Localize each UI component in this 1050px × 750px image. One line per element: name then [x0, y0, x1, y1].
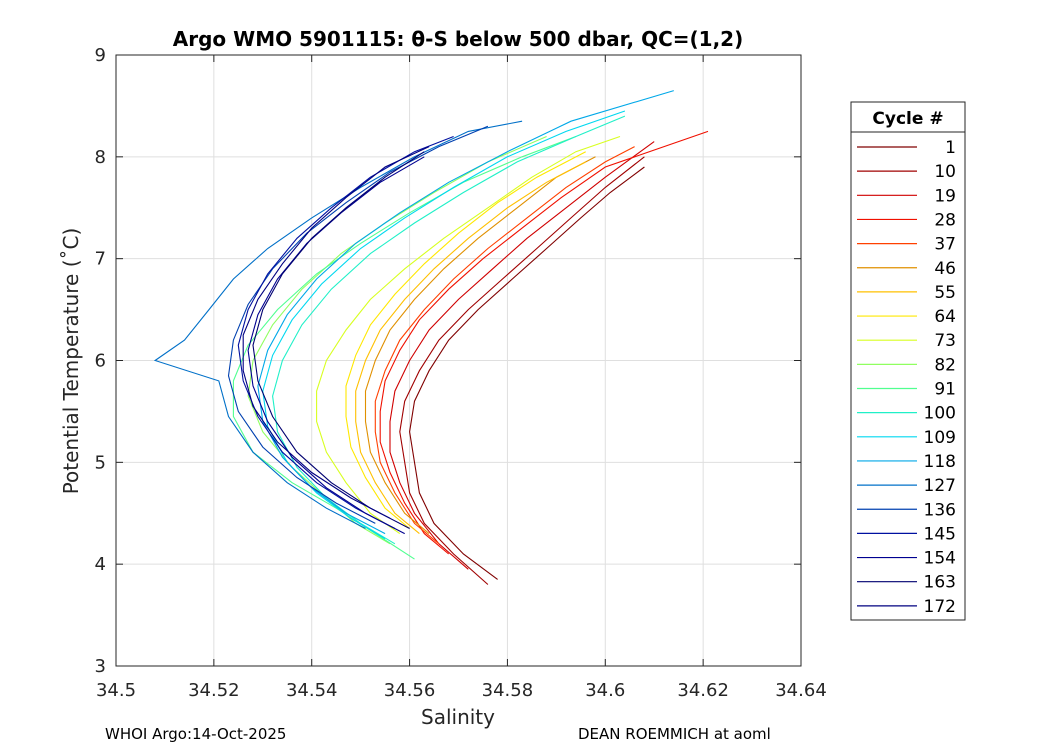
series-line-cycle-10 [399, 156, 645, 585]
x-tick-label: 34.54 [286, 680, 338, 701]
y-tick-label: 6 [95, 351, 106, 372]
x-tick-label: 34.64 [775, 680, 827, 701]
legend-label: 10 [934, 162, 956, 182]
series-lines [153, 90, 709, 585]
legend-label: 163 [924, 573, 956, 593]
legend-label: 46 [934, 259, 956, 279]
legend-label: 100 [924, 404, 956, 424]
chart-title: Argo WMO 5901115: θ-S below 500 dbar, QC… [173, 27, 743, 51]
series-line-cycle-1 [409, 166, 645, 580]
legend-label: 55 [934, 283, 956, 303]
series-line-cycle-172 [242, 146, 430, 519]
x-tick-label: 34.56 [384, 680, 436, 701]
series-line-cycle-136 [227, 125, 489, 524]
series-line-cycle-19 [389, 141, 655, 570]
x-tick-label: 34.58 [482, 680, 534, 701]
x-axis-label: Salinity [421, 705, 495, 729]
legend-label: 73 [934, 331, 956, 351]
footer-right: DEAN ROEMMICH at aoml [578, 725, 771, 743]
legend-label: 1 [945, 138, 956, 158]
footer-left: WHOI Argo:14-Oct-2025 [105, 725, 287, 743]
y-tick-label: 7 [95, 249, 106, 270]
legend-label: 136 [924, 500, 956, 520]
legend-label: 145 [924, 524, 956, 544]
y-tick-label: 4 [95, 554, 106, 575]
y-tick-label: 9 [95, 45, 106, 66]
legend-label: 82 [934, 355, 956, 375]
x-tick-label: 34.5 [96, 680, 136, 701]
series-line-cycle-127 [153, 120, 523, 529]
y-axis-label: Potential Temperature (˚C) [59, 228, 83, 495]
legend-title: Cycle # [872, 109, 943, 129]
series-line-cycle-28 [379, 130, 709, 555]
legend-label: 91 [934, 380, 956, 400]
series-line-cycle-64 [345, 151, 586, 529]
x-tick-label: 34.62 [677, 680, 729, 701]
legend-label: 28 [934, 210, 956, 230]
legend-label: 118 [924, 452, 956, 472]
legend-label: 172 [924, 597, 956, 617]
series-line-cycle-109 [262, 110, 626, 540]
legend: Cycle # 1 10 19 28 37 46 55 64 73 82 91 100 109 118 12… [850, 101, 966, 621]
series-line-cycle-46 [364, 156, 596, 535]
legend-label: 37 [934, 235, 956, 255]
series-line-cycle-163 [252, 151, 425, 529]
series-line-cycle-37 [374, 146, 635, 545]
legend-label: 127 [924, 476, 956, 496]
x-tick-label: 34.6 [585, 680, 625, 701]
y-tick-label: 3 [95, 656, 106, 677]
x-tick-label: 34.52 [188, 680, 240, 701]
axes-ticks: 34.5 34.52 34.54 34.56 34.58 34.6 34.62 34.64 3 4… [95, 45, 827, 701]
series-line-cycle-91 [232, 135, 577, 560]
y-tick-label: 5 [95, 452, 106, 473]
series-line-cycle-55 [355, 161, 586, 535]
series-line-cycle-118 [257, 90, 674, 535]
legend-label: 64 [934, 307, 956, 327]
legend-label: 154 [924, 549, 956, 569]
y-tick-label: 8 [95, 147, 106, 168]
series-line-cycle-145 [237, 135, 454, 529]
legend-label: 109 [924, 428, 956, 448]
legend-label: 19 [934, 186, 956, 206]
grid [116, 55, 801, 666]
legend-entries: 1 10 19 28 37 46 55 64 73 82 91 100 109 118 127 136 145 1… [857, 138, 956, 617]
series-line-cycle-73 [316, 135, 621, 535]
series-line-cycle-100 [272, 115, 626, 545]
